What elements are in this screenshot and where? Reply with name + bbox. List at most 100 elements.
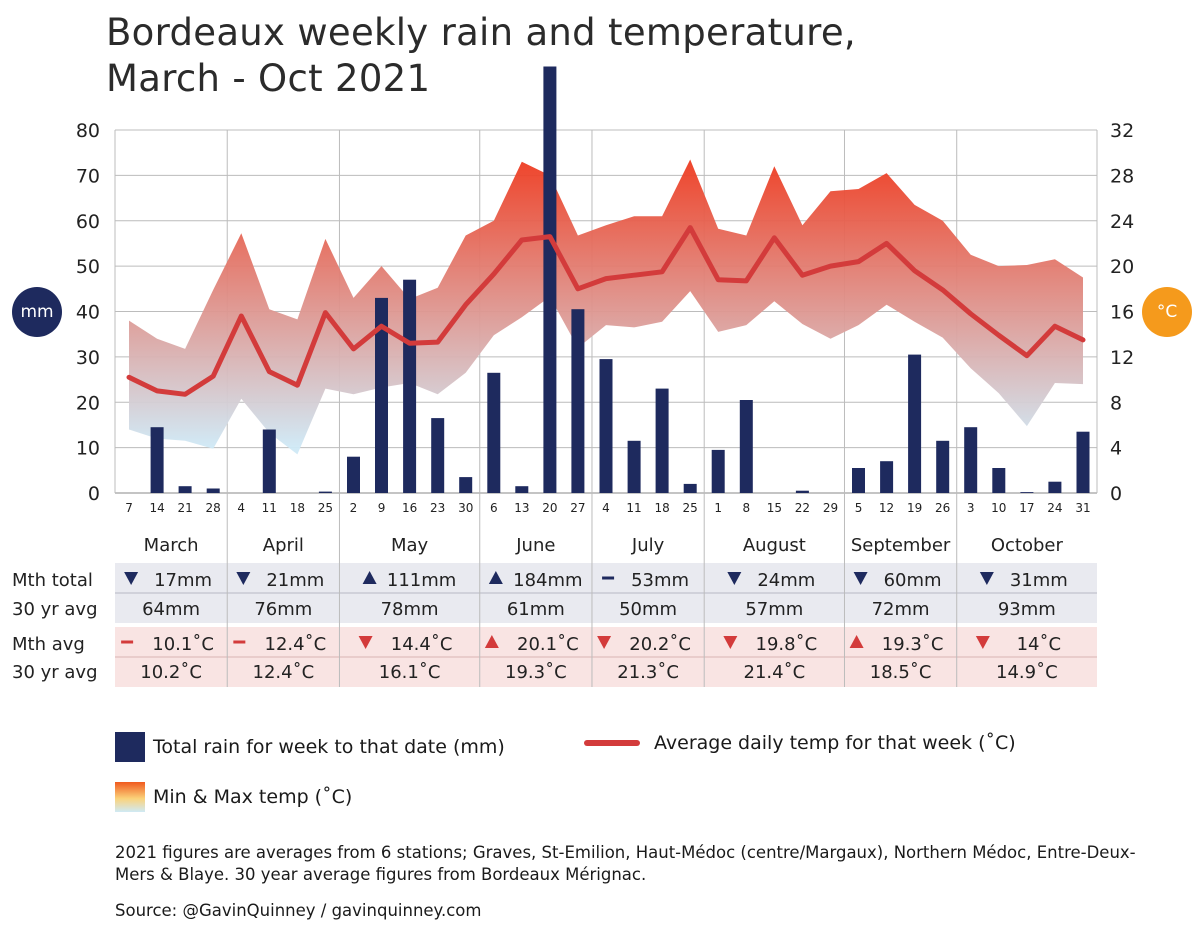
rain-bar — [431, 418, 445, 493]
rain-bar — [852, 468, 865, 493]
month-label: June — [515, 535, 555, 556]
temp-30yr-avg: 16.1˚C — [379, 662, 441, 683]
rain-bar — [515, 486, 529, 493]
trend-up-icon — [484, 635, 499, 648]
x-tick-label: 11 — [626, 501, 641, 515]
trend-same-icon — [233, 640, 246, 644]
y-right-tick-label: 8 — [1110, 392, 1122, 414]
chart-title-line2: March - Oct 2021 — [106, 57, 431, 100]
trend-down-icon — [597, 636, 612, 649]
rain-30yr-avg: 50mm — [619, 599, 677, 620]
temp-30yr-avg: 19.3˚C — [505, 662, 567, 683]
month-label: March — [144, 535, 199, 556]
rain-bar — [1076, 431, 1090, 493]
trend-down-icon — [723, 636, 738, 649]
y-left-tick-label: 50 — [76, 256, 100, 278]
trend-down-icon — [236, 572, 251, 585]
min-max-temp-band — [129, 159, 1083, 455]
x-tick-label: 13 — [514, 501, 529, 515]
y-left-tick-label: 20 — [76, 392, 100, 414]
table-row-label: 30 yr avg — [12, 662, 98, 683]
legend-rain-swatch — [115, 732, 145, 762]
avg-temp-line — [126, 225, 1086, 397]
x-tick-label: 4 — [602, 501, 610, 515]
x-tick-label: 5 — [855, 501, 863, 515]
legend-minmax: Min & Max temp (˚C) — [115, 782, 352, 812]
month-label: September — [851, 535, 951, 556]
x-tick-label: 4 — [237, 501, 245, 515]
trend-down-icon — [358, 636, 373, 649]
y-left-tick-label: 80 — [76, 120, 100, 142]
table-row-label: Mth total — [12, 570, 93, 591]
rain-30yr-avg: 64mm — [142, 599, 200, 620]
x-tick-label: 9 — [378, 501, 386, 515]
temp-unit-badge: °C — [1142, 287, 1192, 337]
rain-bar — [487, 372, 501, 493]
rain-bar — [739, 400, 753, 493]
rain-bar — [347, 456, 360, 493]
rain-bar — [318, 491, 332, 493]
x-tick-label: 25 — [683, 501, 698, 515]
legend-rain: Total rain for week to that date (mm) — [115, 732, 505, 762]
temp-month-avg: 19.8˚C — [756, 634, 818, 655]
rain-30yr-avg: 93mm — [998, 599, 1056, 620]
legend-temp-swatch — [584, 740, 640, 746]
rain-unit-badge: mm — [12, 287, 62, 337]
rain-month-total: 21mm — [266, 570, 324, 591]
table-row-label: 30 yr avg — [12, 599, 98, 620]
legend-rain-label: Total rain for week to that date (mm) — [153, 736, 505, 758]
rain-bar — [599, 359, 613, 493]
rain-bar — [992, 468, 1006, 493]
summary-table: Mth total 30 yr avg Mth avg 30 yr avg 17mm 64… — [12, 570, 1068, 683]
trend-down-icon — [124, 572, 139, 585]
rain-month-total: 60mm — [884, 570, 942, 591]
table-row-label: Mth avg — [12, 634, 85, 655]
rain-bar — [206, 488, 220, 493]
month-label: July — [631, 535, 665, 556]
y-left-tick-label: 40 — [76, 302, 100, 324]
rain-bar — [375, 297, 388, 493]
x-tick-label: 31 — [1075, 501, 1090, 515]
rain-30yr-avg: 72mm — [872, 599, 930, 620]
trend-down-icon — [853, 572, 868, 585]
avg-temp-line-path — [126, 225, 1086, 397]
x-tick-label: 20 — [542, 501, 557, 515]
rain-month-total: 24mm — [757, 570, 815, 591]
rain-month-total: 17mm — [154, 570, 212, 591]
chart-title: Bordeaux weekly rain and temperature, Ma… — [106, 10, 856, 102]
rain-month-total: 53mm — [631, 570, 689, 591]
rain-bar — [459, 477, 473, 493]
x-tick-label: 12 — [879, 501, 894, 515]
x-tick-label: 30 — [458, 501, 473, 515]
legend-minmax-label: Min & Max temp (˚C) — [153, 786, 353, 808]
y-right-tick-label: 0 — [1110, 483, 1122, 505]
x-tick-label: 10 — [991, 501, 1006, 515]
rain-bar — [571, 309, 585, 493]
temp-month-avg: 14˚C — [1017, 634, 1061, 655]
x-tick-label: 25 — [318, 501, 333, 515]
rain-bar — [908, 354, 922, 493]
rain-30yr-avg: 61mm — [507, 599, 565, 620]
trend-same-icon — [602, 576, 615, 580]
x-tick-label: 15 — [767, 501, 782, 515]
month-label: October — [991, 535, 1064, 556]
source-credit: Source: @GavinQuinney / gavinquinney.com — [115, 901, 482, 920]
month-label: August — [743, 535, 806, 556]
temp-month-avg: 20.2˚C — [629, 634, 691, 655]
x-tick-label: 22 — [795, 501, 810, 515]
y-left-tick-label: 30 — [76, 347, 100, 369]
x-tick-label: 7 — [125, 501, 133, 515]
y-right-tick-label: 20 — [1110, 256, 1134, 278]
temp-30yr-avg: 12.4˚C — [253, 662, 315, 683]
x-tick-label: 23 — [430, 501, 445, 515]
rain-bar — [795, 490, 809, 493]
y-left-tick-label: 0 — [88, 483, 100, 505]
rain-bars — [150, 66, 1090, 493]
temp-month-avg: 14.4˚C — [391, 634, 453, 655]
x-tick-label: 29 — [823, 501, 838, 515]
legend-temp-label: Average daily temp for that week (˚C) — [654, 732, 1016, 754]
y-right-tick-label: 16 — [1110, 302, 1134, 324]
rain-bar — [936, 440, 950, 493]
